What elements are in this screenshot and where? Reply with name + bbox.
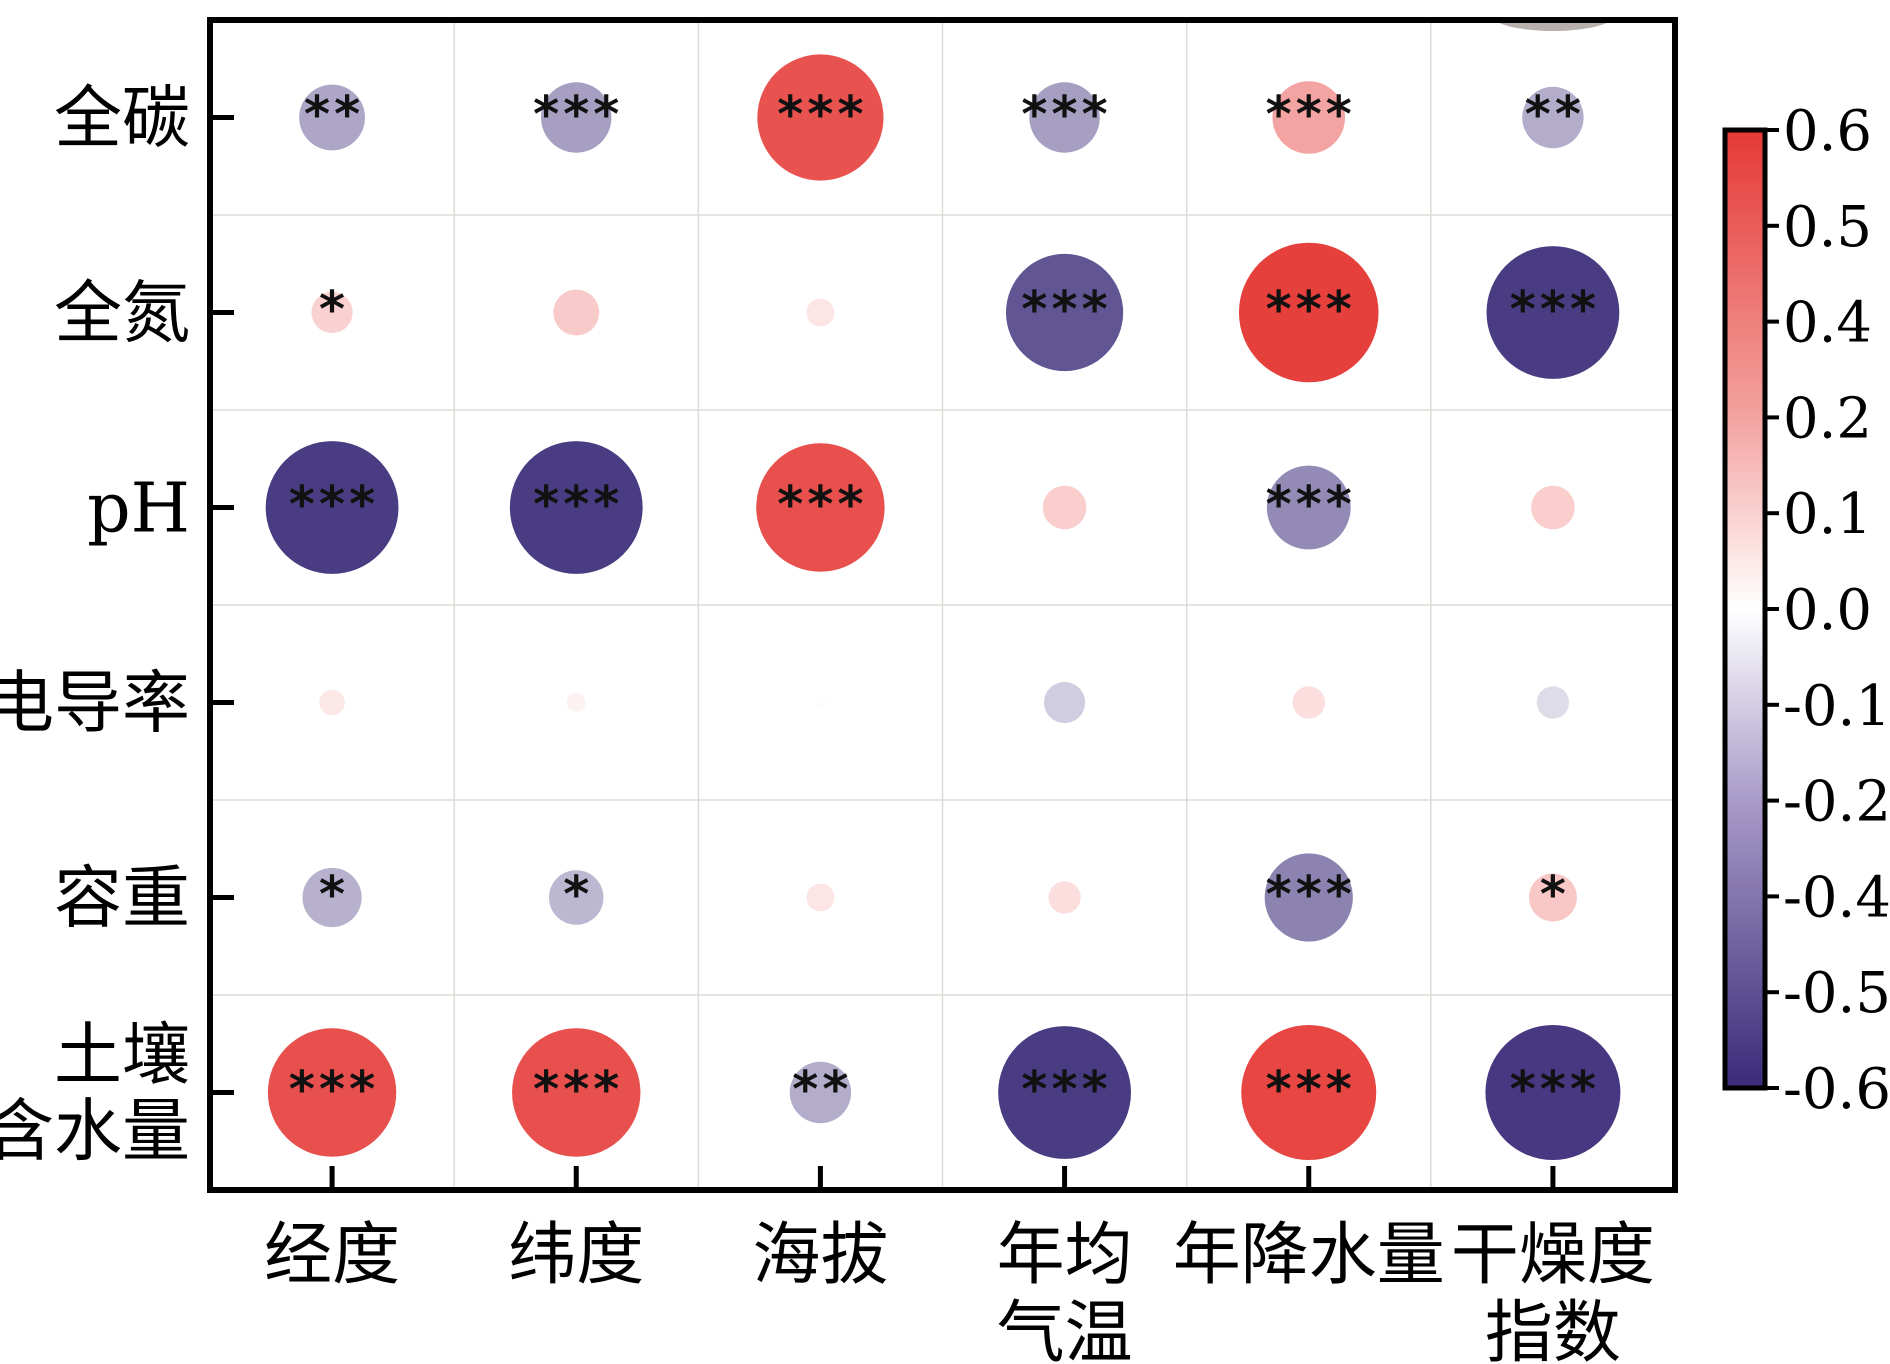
colorbar-gradient: [1722, 127, 1768, 1091]
significance-mark: **: [790, 1061, 850, 1119]
bubble-conductivity-altitude: [814, 696, 827, 709]
significance-mark: ***: [531, 1061, 621, 1119]
bubble-total-carbon-annual-precipitation: [1272, 81, 1346, 154]
row-label-total-carbon: 全碳: [54, 80, 190, 159]
plot-border: [207, 17, 1678, 1193]
bubble-soil-moisture-latitude: [512, 1028, 641, 1157]
significance-mark: ***: [287, 476, 377, 534]
bubble-soil-moisture-altitude: [789, 1061, 852, 1124]
column-label-aridity-index: 指数: [1485, 1294, 1621, 1364]
bubble-total-carbon-altitude: [757, 54, 884, 181]
colorbar-tick-label: 0.2: [1783, 386, 1872, 451]
colorbar-tick-label: 0.0: [1783, 578, 1872, 643]
clipped-decoration: [1494, 20, 1612, 31]
bubble-bulk-density-longitude: [302, 867, 362, 928]
significance-mark: ***: [1264, 281, 1354, 339]
bubble-total-nitrogen-aridity-index: [1486, 246, 1620, 379]
row-label-ph: pH: [87, 470, 190, 549]
significance-mark: *: [1538, 866, 1568, 924]
row-label-total-nitrogen: 全氮: [54, 275, 190, 354]
significance-mark: ***: [1264, 476, 1354, 534]
bubble-bulk-density-aridity-index: [1528, 873, 1577, 922]
bubble-conductivity-annual-precipitation: [1292, 686, 1325, 719]
bubble-conductivity-aridity-index: [1536, 686, 1570, 719]
bubble-bulk-density-mean-annual-temperature: [1048, 881, 1081, 914]
bubble-bulk-density-latitude: [548, 870, 604, 925]
colorbar-tick-label: -0.1: [1783, 674, 1890, 739]
column-label-mean-annual-temperature: 气温: [997, 1294, 1133, 1364]
significance-mark: ***: [1508, 281, 1598, 339]
significance-mark: ***: [1264, 86, 1354, 144]
bubble-cells: ** *** *** *** *** *** *** *** ****** *** *** **** *…: [265, 54, 1621, 1160]
bubble-ph-latitude: [509, 441, 643, 574]
significance-mark: ***: [1019, 281, 1109, 339]
significance-mark: *: [317, 866, 347, 924]
significance-mark: ***: [1508, 1061, 1598, 1119]
significance-mark: *: [561, 866, 591, 924]
bubble-bulk-density-annual-precipitation: [1264, 853, 1353, 942]
column-label-mean-annual-temperature: 年均: [997, 1216, 1133, 1295]
bubble-conductivity-latitude: [566, 693, 586, 712]
significance-mark: ***: [775, 86, 865, 144]
row-label-bulk-density: 容重: [54, 860, 190, 939]
significance-mark: ***: [287, 1061, 377, 1119]
bubble-total-nitrogen-mean-annual-temperature: [1005, 253, 1124, 372]
bubble-conductivity-mean-annual-temperature: [1043, 681, 1086, 724]
colorbar-tick-label: -0.6: [1783, 1057, 1890, 1122]
bubble-total-carbon-aridity-index: [1522, 86, 1584, 149]
colorbar-tick-label: 0.5: [1783, 195, 1872, 260]
plot-frame: [207, 17, 1678, 1193]
bubble-bulk-density-altitude: [806, 883, 835, 912]
significance-mark: *: [317, 281, 347, 339]
significance-mark: ***: [1264, 1061, 1354, 1119]
bubble-soil-moisture-mean-annual-temperature: [998, 1026, 1131, 1159]
bubble-ph-mean-annual-temperature: [1042, 485, 1087, 530]
significance-mark: ***: [1264, 866, 1354, 924]
bubble-total-carbon-latitude: [541, 82, 612, 153]
significance-mark: ***: [531, 476, 621, 534]
significance-mark: ***: [1019, 1061, 1109, 1119]
row-label-soil-moisture: 土壤: [54, 1017, 190, 1096]
bubble-ph-longitude: [265, 441, 399, 574]
bubble-total-carbon-longitude: [299, 84, 365, 151]
row-label-soil-moisture: 含水量: [0, 1093, 190, 1172]
bubble-total-nitrogen-longitude: [311, 291, 353, 334]
bubble-soil-moisture-annual-precipitation: [1241, 1025, 1377, 1160]
significance-mark: **: [1523, 86, 1583, 144]
grid-lines: [210, 20, 1675, 1190]
column-label-longitude: 经度: [264, 1216, 400, 1295]
colorbar-tick-label: -0.5: [1783, 961, 1890, 1026]
colorbar-tick-label: -0.2: [1783, 770, 1890, 835]
colorbar-tick-label: 0.4: [1783, 291, 1872, 356]
column-label-aridity-index: 干燥度: [1451, 1216, 1655, 1295]
significance-mark: ***: [1019, 86, 1109, 144]
bubble-ph-aridity-index: [1531, 485, 1575, 530]
bubble-soil-moisture-longitude: [267, 1028, 397, 1157]
column-label-altitude: 海拔: [752, 1216, 888, 1295]
bubble-ph-altitude: [756, 443, 885, 572]
colorbar-tick-label: 0.1: [1783, 482, 1872, 547]
significance-mark: **: [302, 86, 362, 144]
bubble-soil-moisture-aridity-index: [1485, 1025, 1621, 1160]
bubble-total-nitrogen-annual-precipitation: [1238, 242, 1379, 383]
bubble-total-nitrogen-latitude: [553, 289, 600, 336]
colorbar: 0.6 0.5 0.4 0.2 0.1 0.0 -0.1 -0.2 -0.4 -0.5 -0.6: [1722, 99, 1890, 1122]
colorbar-tick-label: 0.6: [1783, 99, 1872, 164]
bubble-total-nitrogen-altitude: [806, 298, 835, 327]
colorbar-tick-label: -0.4: [1783, 865, 1890, 930]
bubble-total-carbon-mean-annual-temperature: [1029, 82, 1100, 153]
significance-mark: ***: [775, 476, 865, 534]
partial-circle-top-edge: [1494, 20, 1612, 31]
column-label-latitude: 纬度: [508, 1216, 644, 1295]
significance-mark: ***: [531, 86, 621, 144]
bubble-ph-annual-precipitation: [1266, 465, 1351, 550]
column-label-annual-precipitation: 年降水量: [1173, 1216, 1445, 1295]
bubble-conductivity-longitude: [319, 689, 345, 716]
row-label-conductivity: 电导率: [0, 665, 190, 744]
